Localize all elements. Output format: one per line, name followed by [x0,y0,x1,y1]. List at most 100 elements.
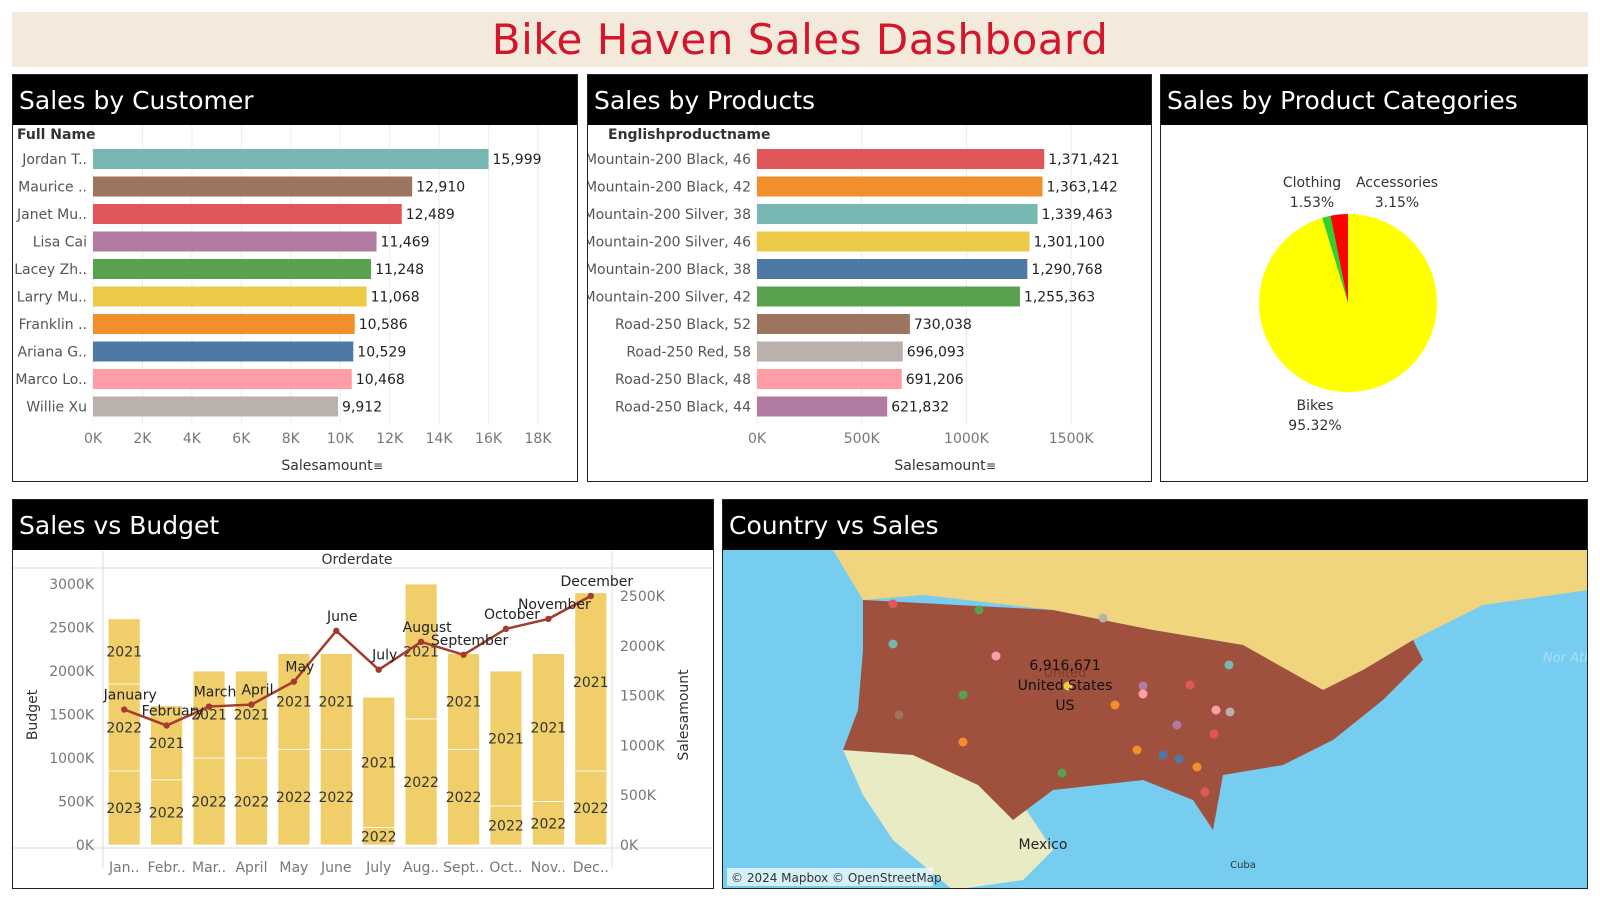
segment-label: 2022 [488,818,524,834]
customer-location-dot [1174,754,1184,764]
segment-label: 2021 [361,755,397,771]
data-label: 1,371,421 [1048,152,1119,168]
category-label: Janet Mu.. [16,207,87,223]
budget-bar-segment [447,748,480,846]
segment-label: 2021 [276,694,312,710]
segment-label: 2023 [106,801,142,817]
category-label: Willie Xu [26,400,87,416]
customer-location-dot [1192,762,1202,772]
bar [757,149,1045,169]
category-label: Maurice .. [18,180,87,196]
line-point-label: October [484,607,540,623]
sales-point [460,651,467,658]
x-tick-label: June [320,860,352,876]
bar [93,286,367,307]
y-tick-label: 0K [76,838,95,854]
sales-point [545,615,552,623]
sort-icon: ≡ [986,459,996,473]
products-bar-chart: 0K 500K 1000K 1500K Englishproductname Mounta… [588,125,1120,474]
y-tick-label: 1500K [49,708,95,724]
panel-title: Sales vs Budget [13,500,713,550]
segment-label: 2022 [573,801,609,817]
bar [757,286,1020,307]
customer-bar-chart: 0K 2K 4K 6K 8K 10K 12K 14K 16K 18K Full Name Jordan… [14,125,552,474]
bar [93,314,355,334]
sales-by-categories-panel: Sales by Product Categories Clothing 1.53… [1160,74,1588,482]
sales-point [290,678,298,685]
data-label: 10,468 [356,372,405,388]
country-code-label: US [1055,698,1074,714]
bar [93,341,354,362]
sales-point [587,592,594,600]
customer-location-dot [1138,689,1148,699]
line-point-label: June [326,609,358,625]
sales-vs-budget-panel: Sales vs Budget Orderdate 0K 500K 1000K 1500… [12,499,714,889]
category-label: Lacey Zh.. [14,262,87,278]
customer-location-dot [1138,681,1148,691]
data-label: 730,038 [914,317,972,333]
x-tick-label: 1500K [1049,431,1095,447]
bar [757,314,910,334]
category-label: Larry Mu.. [17,290,87,306]
x-tick-label: Febr.. [148,860,186,876]
sales-point [375,666,382,673]
segment-label: 2022 [149,805,185,821]
bar [93,369,352,389]
pie-slice [1322,215,1348,303]
line-point-label: December [560,574,633,590]
data-label: 1,363,142 [1047,180,1118,196]
ocean-place-label: Nor Atla Oce [1543,651,1588,666]
customer-location-dot [1200,787,1210,797]
budget-bar-segment [531,801,565,846]
pie-slice [1330,214,1348,303]
sales-line [123,594,592,727]
y2-axis-title: Salesamount [676,669,692,761]
customer-location-dot [1209,729,1219,739]
x-tick-label: Dec.. [573,860,609,876]
category-label: Mountain-200 Black, 42 [588,180,751,196]
budget-bar-segment [489,805,523,846]
data-label: 10,586 [359,317,408,333]
row-header: Full Name [17,127,96,143]
category-label: Mountain-200 Black, 38 [588,262,751,278]
x-tick-label: Sept.. [443,860,484,876]
budget-bar-segment [489,670,523,807]
customer-location-dot [991,651,1001,661]
bar [757,259,1028,279]
segment-label: 2022 [191,795,227,811]
line-point-label: April [241,683,273,699]
line-point-label: July [371,648,397,664]
segment-label: 2021 [446,694,482,710]
slice-name-label: Bikes [1296,398,1333,414]
customer-location-dot [888,639,898,649]
bar [93,149,489,169]
budget-bar-segment [319,748,353,846]
budget-bar-segment [150,705,184,781]
cuba-place-label: Cuba [1230,860,1256,871]
customer-location-dot [1110,700,1120,710]
line-point-label: March [194,685,237,701]
line-point-label: November [518,597,591,613]
data-label: 691,206 [906,372,964,388]
x-tick-label: Mar.. [192,860,226,876]
sales-by-customer-panel: Sales by Customer 0K 2K 4K 6K 8K 10K 12K 14K 16K… [12,74,578,482]
y2-tick-label: 500K [620,788,657,804]
sales-point [417,638,425,646]
slice-name-label: Accessories [1356,175,1438,191]
x-tick-label: 16K [475,431,503,447]
customer-location-dot [1057,768,1067,778]
y-tick-label: 3000K [49,577,95,593]
column-header: Orderdate [321,552,392,568]
data-label: 12,489 [406,207,455,223]
bar [93,396,339,417]
data-label: 11,469 [381,235,430,251]
bar [757,176,1043,197]
segment-label: 2021 [234,708,270,724]
y2-tick-label: 0K [620,838,639,854]
data-label: 9,912 [342,400,382,416]
country-name-label: United States [1018,678,1113,694]
data-label: 1,255,363 [1024,290,1095,306]
canada-land [833,550,1587,690]
segment-label: 2022 [361,829,397,845]
